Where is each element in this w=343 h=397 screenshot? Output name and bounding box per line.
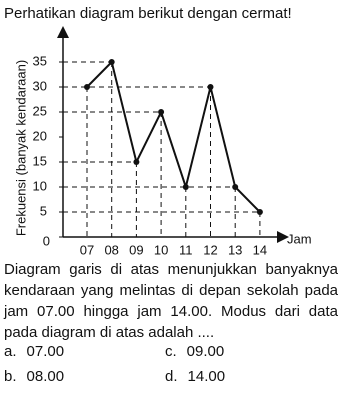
- y-tick-label: 10: [33, 178, 47, 193]
- point: [182, 184, 189, 190]
- point: [133, 159, 140, 165]
- option-text: d.: [165, 368, 178, 385]
- y-tick-label: 0: [43, 233, 50, 248]
- chart: Jam Frekuensi (banyak kendaraan) 0 5 10 15 2…: [13, 26, 312, 255]
- question: Diagram garis di atas menunjukkan banyak…: [4, 261, 338, 341]
- y-tick-label: 20: [33, 128, 47, 143]
- y-tick-label: 5: [40, 203, 47, 218]
- y-tick-label: 30: [33, 78, 47, 93]
- intro: Perhatikan diagram berikut dengan cermat…: [4, 5, 292, 22]
- option: b. 08.00: [4, 368, 64, 385]
- y-tick-label: 25: [33, 103, 47, 118]
- y-tick-label: 35: [33, 53, 47, 68]
- option-text: 07.00: [26, 343, 65, 360]
- x-tick-label: 08: [104, 242, 118, 255]
- point: [158, 109, 165, 115]
- point: [108, 59, 115, 65]
- x-tick-label: 13: [228, 242, 242, 255]
- option-text: 14.00: [187, 368, 226, 385]
- x-tick-label: 11: [179, 242, 193, 255]
- point: [256, 209, 263, 215]
- x-tick-label: 14: [253, 242, 267, 255]
- option-text: 09.00: [186, 343, 225, 360]
- x-tick-label: 10: [154, 242, 168, 255]
- option: c. 09.00: [165, 343, 224, 360]
- option-text: 08.00: [26, 368, 65, 385]
- x-tick-label: 07: [80, 242, 94, 255]
- option-text: a.: [4, 343, 17, 360]
- option: a. 07.00: [4, 343, 64, 360]
- x-axis-label: Jam: [287, 231, 312, 246]
- option-text: b.: [4, 368, 17, 385]
- y-axis-label: Frekuensi (banyak kendaraan): [13, 60, 28, 236]
- point: [207, 84, 214, 90]
- point: [84, 84, 90, 90]
- option: d. 14.00: [165, 368, 225, 385]
- x-tick-label: 09: [129, 242, 143, 255]
- x-tick-label: 12: [203, 242, 217, 255]
- point: [232, 184, 239, 190]
- line: [86, 60, 261, 213]
- option-text: c.: [165, 343, 177, 360]
- y-tick-label: 15: [33, 153, 47, 168]
